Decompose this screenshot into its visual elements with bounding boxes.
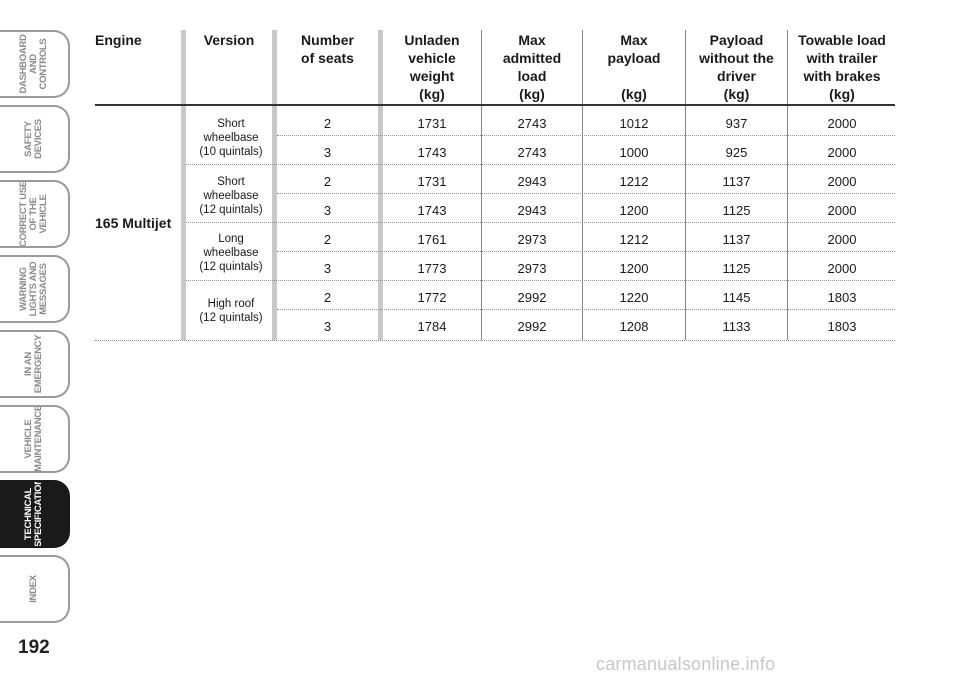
row-divider (186, 164, 895, 165)
table-cell: 1803 (827, 290, 857, 305)
table-cell: 1137 (722, 174, 751, 189)
table-cell: 1784 (417, 319, 447, 334)
table-cell: 1773 (417, 261, 447, 276)
table-cell: 2992 (517, 319, 547, 334)
version-short-10: Short wheelbase (10 quintals) (199, 118, 263, 158)
tab-safety-devices[interactable]: SAFETY DEVICES (0, 105, 70, 173)
column-separator (272, 30, 277, 340)
row-divider (277, 193, 895, 194)
table-cell: 2000 (827, 261, 857, 276)
table-cell: 2992 (517, 290, 547, 305)
watermark: carmanualsonline.info (596, 654, 776, 674)
engine-name: 165 Multijet (95, 215, 172, 231)
header-max-admitted-load: Max admitted load (kg) (502, 32, 562, 102)
table-cell: 1743 (417, 145, 447, 160)
table-cell: 1743 (417, 203, 447, 218)
header-towable-load: Towable load with trailer with brakes (k… (798, 32, 886, 102)
column-separator (378, 30, 383, 340)
table-cell: 2943 (517, 174, 547, 189)
table-cell: 1212 (619, 232, 649, 247)
table-cell: 2000 (827, 232, 857, 247)
tab-label: DASHBOARD AND CONTROLS (18, 34, 49, 94)
version-long-12: Long wheelbase (12 quintals) (199, 233, 263, 273)
tab-label: IN AN EMERGENCY (23, 334, 44, 394)
table-cell: 3 (323, 145, 332, 160)
table-cell: 3 (323, 319, 332, 334)
table-cell: 2 (323, 290, 332, 305)
tab-label: SAFETY DEVICES (23, 119, 44, 159)
tab-in-an-emergency[interactable]: IN AN EMERGENCY (0, 330, 70, 398)
tab-dashboard-and-controls[interactable]: DASHBOARD AND CONTROLS (0, 30, 70, 98)
header-version: Version (203, 32, 255, 48)
table-cell: 1125 (722, 261, 751, 276)
table-cell: 1000 (619, 145, 649, 160)
table-cell: 1012 (619, 116, 649, 131)
tab-vehicle-maintenance[interactable]: VEHICLE MAINTENANCE (0, 405, 70, 473)
table-cell: 1220 (619, 290, 649, 305)
column-separator (181, 30, 186, 340)
tab-label: VEHICLE MAINTENANCE (23, 405, 44, 472)
header-engine: Engine (95, 32, 142, 48)
tab-index[interactable]: INDEX (0, 555, 70, 623)
table-cell: 1133 (722, 319, 751, 334)
row-divider (186, 280, 895, 281)
tab-warning-lights[interactable]: WARNING LIGHTS AND MESSAGES (0, 255, 70, 323)
row-divider (277, 135, 895, 136)
table-cell: 1772 (417, 290, 447, 305)
row-divider (277, 251, 895, 252)
tab-label: INDEX (28, 575, 39, 603)
table-cell: 2 (323, 116, 332, 131)
table-cell: 1125 (722, 203, 751, 218)
table-cell: 1212 (619, 174, 649, 189)
table-cell: 1731 (417, 174, 447, 189)
table-cell: 2000 (827, 203, 857, 218)
table-cell: 1200 (619, 203, 649, 218)
tab-correct-use[interactable]: CORRECT USE OF THE VEHICLE (0, 180, 70, 248)
tab-label: TECHNICAL SPECIFICATIONS (23, 480, 44, 547)
table-cell: 1137 (722, 232, 751, 247)
header-max-payload: Max payload (kg) (607, 32, 661, 102)
table-cell: 3 (323, 203, 332, 218)
tab-technical-specifications[interactable]: TECHNICAL SPECIFICATIONS (0, 480, 70, 548)
table-cell: 925 (725, 145, 748, 160)
column-separator (787, 30, 788, 340)
table-cell: 2973 (517, 261, 547, 276)
table-cell: 2743 (517, 116, 547, 131)
table-cell: 2000 (827, 145, 857, 160)
table-cell: 1200 (619, 261, 649, 276)
table-bottom-rule (95, 340, 895, 341)
table-cell: 3 (323, 261, 332, 276)
table-cell: 1761 (417, 232, 447, 247)
table-cell: 937 (725, 116, 748, 131)
column-separator (582, 30, 583, 340)
version-high-roof-12: High roof (12 quintals) (199, 298, 263, 324)
table-cell: 2943 (517, 203, 547, 218)
header-rule (95, 104, 895, 106)
table-cell: 2973 (517, 232, 547, 247)
header-unladen-weight: Unladen vehicle weight (kg) (404, 32, 460, 102)
column-separator (481, 30, 482, 340)
page-number: 192 (18, 637, 50, 658)
version-short-12: Short wheelbase (12 quintals) (199, 176, 263, 216)
row-divider (277, 309, 895, 310)
table-cell: 2000 (827, 116, 857, 131)
tab-label: CORRECT USE OF THE VEHICLE (18, 181, 49, 247)
column-separator (685, 30, 686, 340)
table-cell: 2 (323, 232, 332, 247)
table-cell: 2743 (517, 145, 547, 160)
table-cell: 1145 (722, 290, 751, 305)
table-cell: 2 (323, 174, 332, 189)
table-cell: 2000 (827, 174, 857, 189)
header-payload-without-driver: Payload without the driver (kg) (699, 32, 774, 102)
table-cell: 1803 (827, 319, 857, 334)
table-cell: 1731 (417, 116, 447, 131)
table-cell: 1208 (619, 319, 649, 334)
tab-label: WARNING LIGHTS AND MESSAGES (18, 261, 49, 317)
header-number-of-seats: Number of seats (301, 32, 354, 66)
row-divider (186, 222, 895, 223)
